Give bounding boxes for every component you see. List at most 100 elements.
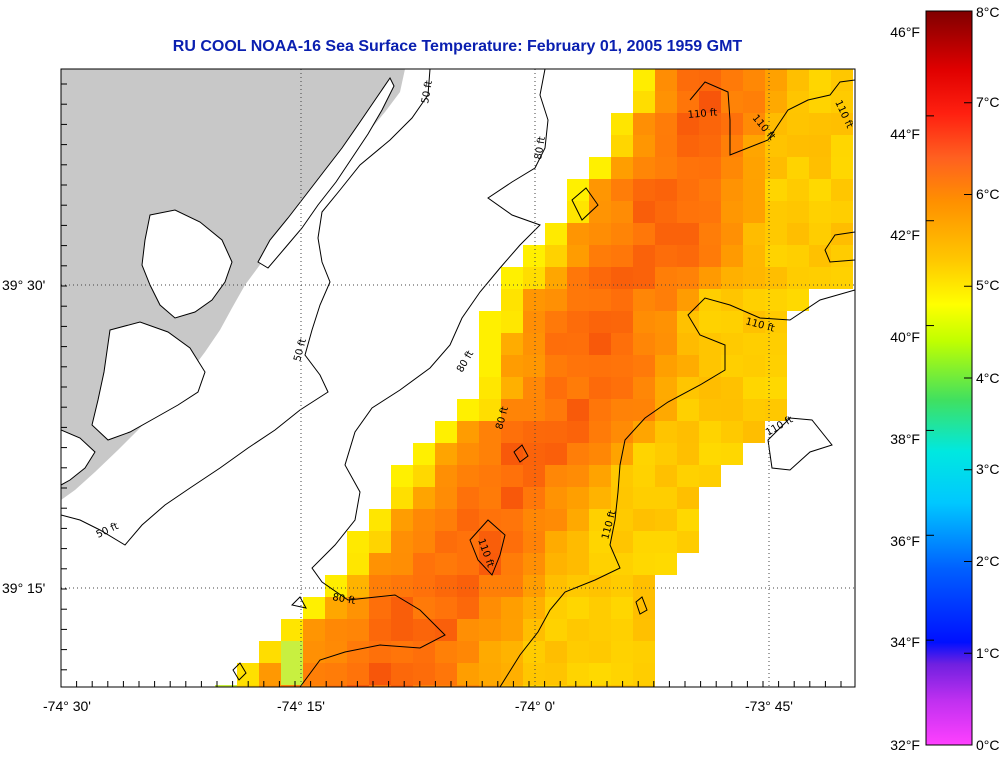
- sst-pixel: [677, 465, 699, 487]
- sst-pixel: [567, 377, 589, 399]
- sst-pixel: [567, 421, 589, 443]
- sst-pixel: [237, 663, 259, 685]
- sst-pixel: [391, 553, 413, 575]
- sst-pixel: [567, 597, 589, 619]
- sst-pixel: [611, 333, 633, 355]
- sst-pixel: [523, 267, 545, 289]
- sst-pixel: [347, 685, 369, 687]
- sst-pixel: [545, 531, 567, 553]
- sst-pixel: [413, 443, 435, 465]
- sst-pixel: [347, 531, 369, 553]
- contour-label: 80 ft: [455, 349, 476, 375]
- sst-pixel: [589, 311, 611, 333]
- sst-pixel: [457, 399, 479, 421]
- sst-pixel: [259, 641, 281, 663]
- colorbar-c-label: 2°C: [976, 553, 1000, 569]
- sst-pixel: [413, 685, 435, 687]
- sst-pixel: [479, 619, 501, 641]
- sst-pixel: [435, 685, 457, 687]
- sst-pixel: [831, 91, 853, 113]
- sst-pixel: [545, 333, 567, 355]
- sst-pixel: [457, 663, 479, 685]
- sst-pixel: [545, 377, 567, 399]
- sst-pixel: [523, 245, 545, 267]
- sst-pixel: [479, 553, 501, 575]
- sst-pixel: [523, 443, 545, 465]
- colorbar-f-label: 38°F: [890, 431, 920, 447]
- sst-pixel: [611, 685, 633, 687]
- colorbar-c-label: 7°C: [976, 94, 1000, 110]
- sst-pixel: [633, 509, 655, 531]
- colorbar-c-label: 0°C: [976, 737, 1000, 753]
- colorbar-c-label: 4°C: [976, 370, 1000, 386]
- sst-pixel: [435, 575, 457, 597]
- sst-pixel: [589, 157, 611, 179]
- sst-pixel: [479, 355, 501, 377]
- sst-pixel: [589, 245, 611, 267]
- sst-pixel: [633, 69, 655, 91]
- sst-pixel: [567, 333, 589, 355]
- sst-pixel: [633, 641, 655, 663]
- sst-pixel: [567, 223, 589, 245]
- sst-pixel: [325, 619, 347, 641]
- sst-pixel: [699, 289, 721, 311]
- contour-label: 50 ft: [95, 521, 121, 541]
- sst-pixel: [831, 267, 853, 289]
- sst-pixel: [721, 377, 743, 399]
- map-frame: [60, 68, 856, 688]
- sst-pixel: [413, 509, 435, 531]
- sst-pixel: [457, 553, 479, 575]
- sst-pixel: [545, 487, 567, 509]
- sst-pixel: [457, 487, 479, 509]
- sst-pixel: [787, 267, 809, 289]
- sst-pixel: [611, 575, 633, 597]
- sst-pixel: [215, 685, 237, 687]
- lat-label-39-30: 39° 30': [2, 277, 46, 293]
- sst-pixel: [589, 355, 611, 377]
- sst-pixel: [633, 267, 655, 289]
- sst-pixel: [567, 465, 589, 487]
- sst-pixel: [523, 553, 545, 575]
- sst-pixel: [479, 509, 501, 531]
- contour-label: 80 ft: [533, 136, 548, 161]
- sst-pixel: [677, 245, 699, 267]
- sst-pixel: [655, 355, 677, 377]
- sst-pixel: [655, 399, 677, 421]
- sst-pixel: [501, 685, 523, 687]
- sst-pixel: [567, 663, 589, 685]
- sst-pixel: [303, 597, 325, 619]
- sst-pixel: [677, 487, 699, 509]
- sst-pixel: [457, 465, 479, 487]
- sst-pixel: [677, 311, 699, 333]
- shoal-ring-2: [513, 444, 529, 463]
- sst-pixel: [523, 509, 545, 531]
- sst-data-layer: [215, 69, 853, 687]
- sst-pixel: [809, 223, 831, 245]
- sst-pixel: [831, 135, 853, 157]
- sst-pixel: [391, 619, 413, 641]
- sst-pixel: [721, 267, 743, 289]
- sst-pixel: [545, 641, 567, 663]
- sst-pixel: [501, 289, 523, 311]
- sst-pixel: [633, 421, 655, 443]
- shoal-ring-5: [232, 662, 247, 681]
- sst-pixel: [633, 157, 655, 179]
- sst-pixel: [655, 531, 677, 553]
- sst-pixel: [523, 355, 545, 377]
- sst-pixel: [567, 267, 589, 289]
- sst-pixel: [435, 421, 457, 443]
- sst-pixel: [391, 509, 413, 531]
- depth-contour-110ft-3: [499, 289, 855, 687]
- sst-pixel: [743, 201, 765, 223]
- sst-pixel: [765, 69, 787, 91]
- sst-pixel: [479, 333, 501, 355]
- sst-pixel: [479, 399, 501, 421]
- sst-pixel: [743, 245, 765, 267]
- sst-pixel: [457, 575, 479, 597]
- sst-pixel: [611, 399, 633, 421]
- sst-pixel: [655, 333, 677, 355]
- sst-pixel: [699, 355, 721, 377]
- sst-pixel: [501, 553, 523, 575]
- sst-pixel: [655, 179, 677, 201]
- sst-pixel: [721, 135, 743, 157]
